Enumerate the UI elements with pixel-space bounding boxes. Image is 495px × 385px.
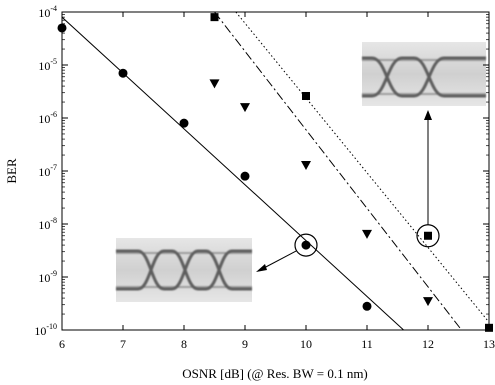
arrow-lower (261, 250, 297, 270)
highlight-circle-lower (294, 233, 318, 257)
x-axis-ticks: 6 7 8 9 10 11 12 13 (59, 12, 495, 351)
y-tick-label: 10-5 (38, 57, 57, 73)
data-markers (57, 13, 493, 332)
data-point-triangle (362, 229, 372, 239)
data-point-triangle (240, 103, 250, 113)
arrow-head-lower (256, 264, 267, 272)
x-tick-label: 11 (361, 337, 373, 351)
data-point-square (302, 92, 310, 101)
y-tick-label: 10-4 (38, 4, 57, 20)
y-tick-label: 10-8 (38, 216, 57, 232)
y-tick-label: 10-10 (34, 322, 57, 338)
x-tick-label: 7 (120, 337, 126, 351)
x-tick-label: 9 (242, 337, 248, 351)
y-axis-label: BER (4, 158, 19, 184)
y-tick-label: 10-6 (38, 110, 57, 126)
x-tick-label: 12 (422, 337, 434, 351)
x-axis-label: OSNR [dB] (@ Res. BW = 0.1 nm) (182, 366, 368, 381)
data-point-triangle (301, 160, 311, 170)
annotation-callouts (256, 110, 440, 272)
y-axis-ticks: 10-10 10-9 10-8 10-7 10-6 10-5 10-4 (34, 4, 489, 338)
eye-diagram-inset-lower (116, 238, 252, 302)
eye-diagram-inset-upper (362, 42, 486, 106)
y-tick-label: 10-9 (38, 269, 57, 285)
data-point-square (210, 13, 219, 22)
fit-line-square (235, 12, 489, 323)
fit-line-circle (62, 16, 404, 330)
data-point-square (424, 231, 432, 240)
data-point-circle (301, 240, 311, 250)
data-point-triangle (423, 297, 433, 307)
x-tick-label: 6 (59, 337, 65, 351)
data-point-circle (179, 118, 189, 128)
arrow-head-upper (424, 110, 432, 120)
data-point-circle (362, 301, 372, 311)
x-tick-label: 10 (300, 337, 312, 351)
data-point-triangle (209, 79, 220, 89)
fit-lines (62, 12, 489, 330)
x-tick-label: 8 (181, 337, 187, 351)
data-point-circle (240, 171, 250, 181)
data-point-circle (118, 68, 128, 78)
x-tick-label: 13 (483, 337, 495, 351)
fit-line-triangle-down (214, 12, 462, 330)
y-tick-label: 10-7 (38, 163, 57, 179)
